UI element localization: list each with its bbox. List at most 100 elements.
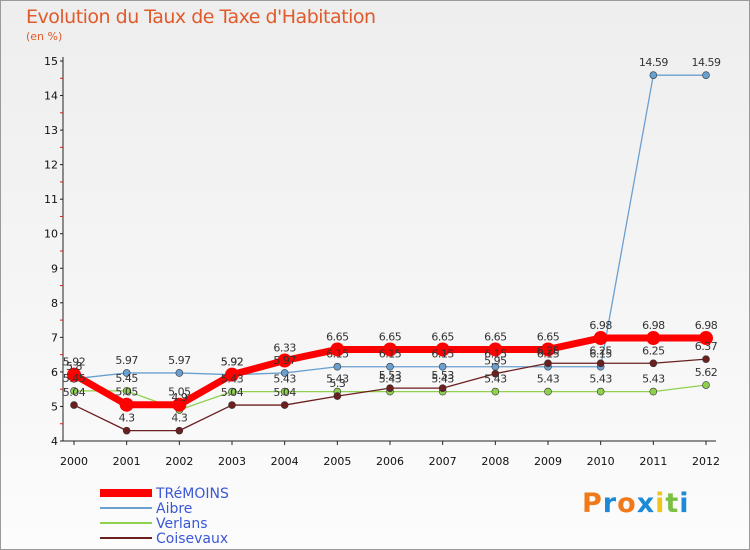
y-tick-label: 13 [44,124,58,137]
logo-letter: t [665,488,680,519]
y-tick-label: 7 [51,331,58,344]
axes: 4 5 6 7 8 9 10 11 12 13 14 15 2000 2001 2002 2003 2004 20… [44,55,720,468]
data-label: 5.97 [273,354,296,367]
data-label: 5.92 [221,356,244,369]
data-point [596,359,605,368]
logo-letter: i [655,488,666,519]
data-point [491,369,500,378]
data-label: 6.65 [326,330,349,343]
data-point [702,355,710,363]
data-label: 5.43 [431,373,454,386]
data-label: 6.15 [379,348,402,361]
data-label: 6.65 [537,330,560,343]
data-point [119,397,134,412]
x-tick-label: 2001 [113,455,141,468]
data-label: 6.25 [537,344,560,357]
data-label: 5.43 [273,373,296,386]
data-point [593,331,608,346]
data-label: 5.05 [168,386,191,399]
y-tick-label: 11 [44,193,58,206]
y-tick-label: 12 [44,159,58,172]
data-label: 5.53 [379,369,402,382]
data-point [67,367,81,382]
legend-label: Aibre [156,501,192,517]
data-label: 6.33 [273,342,296,355]
y-tick-label: 5 [51,400,58,413]
y-tick-label: 10 [44,228,58,241]
data-point [386,384,394,392]
data-label: 6.98 [589,319,612,332]
data-point [175,426,184,435]
data-label: 5.43 [484,373,507,386]
data-point [649,387,658,396]
data-point [646,331,661,346]
x-tick-label: 2007 [429,455,457,468]
data-point [435,342,450,357]
data-point [699,331,713,346]
series-layer [67,71,713,435]
data-point [596,387,605,396]
y-tick-label: 15 [44,55,58,68]
data-label: 5.43 [221,373,244,386]
data-point [544,387,552,396]
data-point [228,401,236,409]
logo-letter: x [636,488,656,519]
data-point [649,359,658,368]
data-label: 5.04 [273,386,296,399]
data-label: 6.25 [642,344,665,357]
data-label: 5.04 [221,386,244,399]
data-label: 6.15 [431,348,454,361]
data-point [702,71,710,79]
data-point [544,359,552,368]
x-tick-label: 2004 [271,455,299,468]
logo-letter: o [617,488,637,519]
data-label: 5.43 [642,373,665,386]
data-label: 5.53 [431,369,454,382]
data-point [175,369,184,377]
x-tick-label: 2012 [692,455,720,468]
y-tick-label: 6 [51,366,58,379]
data-point [225,367,239,382]
x-tick-label: 2008 [481,455,509,468]
data-labels: 5.8 5.97 5.97 5.92 5.97 6.15 6.15 6.15 6.15 6.15 6… [63,56,722,425]
data-point [122,387,131,395]
legend-label: Verlans [156,516,208,532]
data-label: 6.15 [537,348,560,361]
data-label: 5.43 [379,373,402,386]
chart-subtitle: (en %) [26,30,63,43]
data-point [280,387,289,396]
data-label: 5.43 [537,373,560,386]
y-tick-label: 8 [51,297,58,310]
data-label: 6.65 [484,330,507,343]
data-point [277,353,292,368]
logo-letter: r [602,488,618,519]
y-tick-label: 9 [51,262,58,275]
data-label: 4.9 [171,391,187,404]
data-point [333,392,342,400]
data-label: 6.65 [431,330,454,343]
data-label: 6.15 [589,348,612,361]
data-label: 5.95 [484,355,507,368]
x-tick-label: 2011 [639,455,667,468]
data-point [70,387,78,395]
chart-title: Evolution du Taux de Taxe d'Habitation [26,6,376,28]
data-label: 6.98 [642,319,665,332]
data-label: 6.15 [484,348,507,361]
data-point [541,342,555,357]
x-tick-label: 2009 [534,455,562,468]
proxiti-logo: Proxiti [582,488,690,519]
data-point [649,71,658,79]
data-point [122,426,131,435]
data-point [122,369,131,377]
data-label: 5.43 [589,373,612,386]
data-point [333,362,342,371]
data-label: 5.45 [63,372,86,385]
data-label: 5.45 [115,372,138,385]
data-point [383,342,397,357]
data-label: 4.3 [171,412,187,425]
y-tick-label: 4 [51,435,58,448]
data-label: 14.59 [639,56,668,69]
x-tick-label: 2005 [323,455,351,468]
data-point [280,401,289,409]
x-tick-label: 2010 [587,455,615,468]
